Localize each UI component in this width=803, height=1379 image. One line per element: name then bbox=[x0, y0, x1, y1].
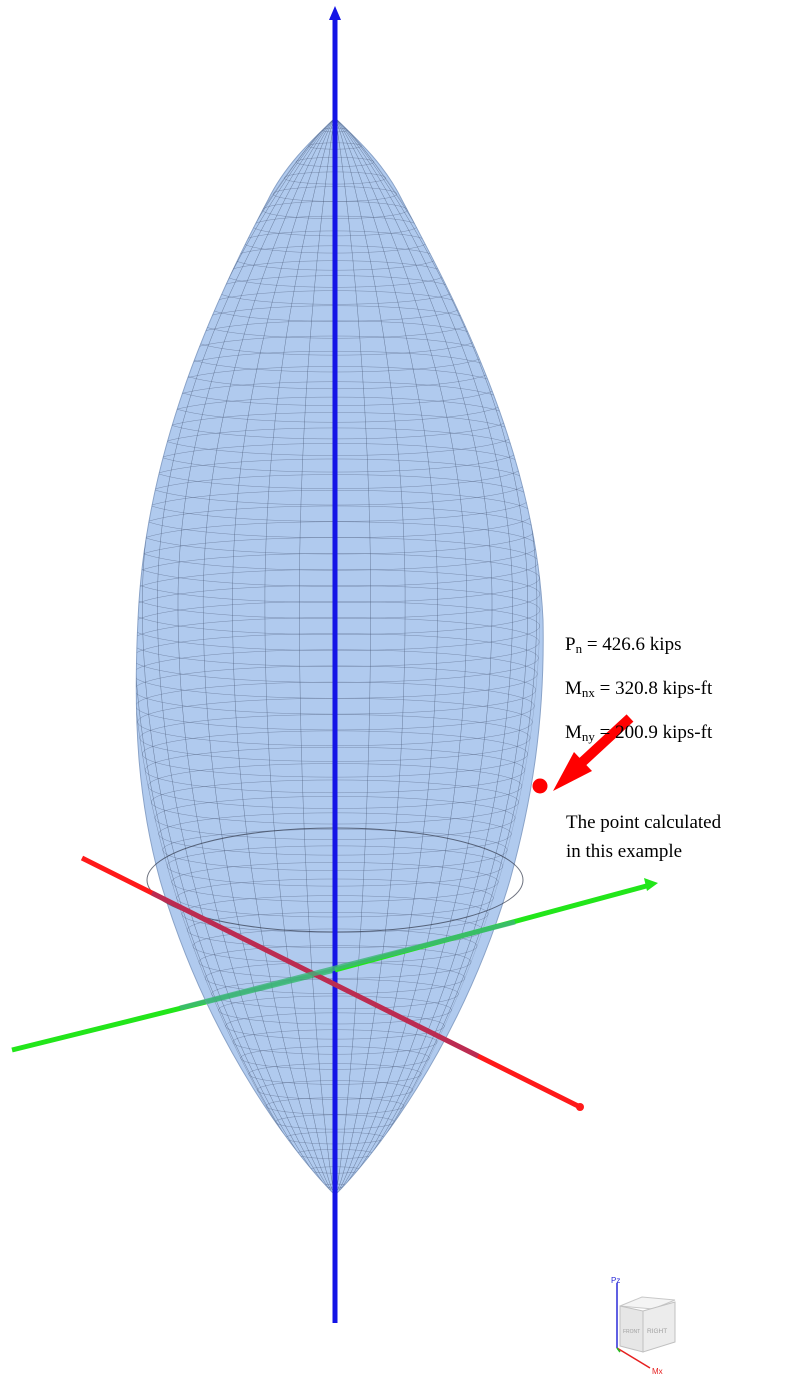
failure-surface bbox=[135, 117, 544, 1196]
mnx-label: Mnx = 320.8 kips-ft bbox=[565, 678, 712, 701]
mesh-meridian bbox=[334, 118, 493, 1191]
pointer-arrow-head bbox=[553, 752, 592, 791]
point-note: The point calculated in this example bbox=[566, 808, 721, 866]
mesh-meridian bbox=[334, 118, 406, 1191]
mnx-value: = 320.8 kips-ft bbox=[594, 678, 713, 699]
mesh-meridian bbox=[299, 118, 336, 1191]
pn-subscript: n bbox=[575, 641, 583, 656]
mesh-meridian bbox=[334, 118, 513, 1191]
mesh-meridian bbox=[334, 118, 406, 1191]
pn-symbol: P bbox=[565, 634, 576, 655]
mesh-meridian bbox=[334, 118, 468, 1191]
mesh-meridian bbox=[264, 118, 336, 1191]
mesh-meridian bbox=[334, 118, 371, 1191]
mesh-meridian bbox=[264, 118, 336, 1191]
point-note-line1: The point calculated bbox=[566, 812, 722, 833]
view-cube-front-label: FRONT bbox=[623, 1329, 640, 1335]
view-cube-x-axis bbox=[616, 1347, 651, 1369]
mesh-meridian bbox=[334, 118, 528, 1191]
mx-axis-end bbox=[576, 1103, 584, 1111]
mesh-meridian bbox=[177, 118, 336, 1191]
my-axis-inside bbox=[179, 919, 516, 1011]
mny-subscript: ny bbox=[581, 729, 595, 744]
mesh-meridian bbox=[177, 118, 336, 1191]
calculated-point bbox=[532, 778, 548, 794]
view-cube-z-label: Pz bbox=[611, 1276, 620, 1285]
mesh-meridian bbox=[334, 118, 493, 1191]
my-axis-arrowhead bbox=[644, 878, 658, 891]
mesh-meridian bbox=[334, 118, 528, 1191]
mesh-meridian bbox=[334, 118, 468, 1191]
pn-value: = 426.6 kips bbox=[582, 634, 682, 655]
mesh-meridian bbox=[157, 118, 336, 1191]
pointer-arrow-shaft bbox=[574, 714, 634, 770]
view-cube-right-label: RIGHT bbox=[647, 1328, 667, 1335]
mesh-meridian bbox=[157, 118, 336, 1191]
mesh-meridian bbox=[202, 118, 336, 1191]
view-cube-y-axis bbox=[616, 1347, 621, 1353]
mny-symbol: M bbox=[565, 722, 582, 743]
mesh-meridian bbox=[202, 118, 336, 1191]
view-cube-x-label: Mx bbox=[652, 1367, 663, 1376]
mesh-meridian bbox=[232, 118, 336, 1191]
mesh-meridian bbox=[334, 118, 371, 1191]
view-cube-top bbox=[619, 1296, 676, 1310]
mny-value: = 200.9 kips-ft bbox=[594, 722, 713, 743]
mesh-meridian bbox=[232, 118, 336, 1191]
point-note-line2: in this example bbox=[566, 841, 683, 862]
p-axis-arrowhead bbox=[329, 6, 341, 20]
pn-label: Pn = 426.6 kips bbox=[565, 634, 681, 657]
mnx-symbol: M bbox=[565, 678, 582, 699]
mesh-meridian bbox=[299, 118, 336, 1191]
mnx-subscript: nx bbox=[581, 685, 595, 700]
mny-label: Mny = 200.9 kips-ft bbox=[565, 722, 712, 745]
view-cube[interactable]: FRONT RIGHT Pz Mx bbox=[611, 1276, 676, 1376]
view-cube-right bbox=[642, 1301, 676, 1353]
mesh-meridian bbox=[334, 118, 513, 1191]
